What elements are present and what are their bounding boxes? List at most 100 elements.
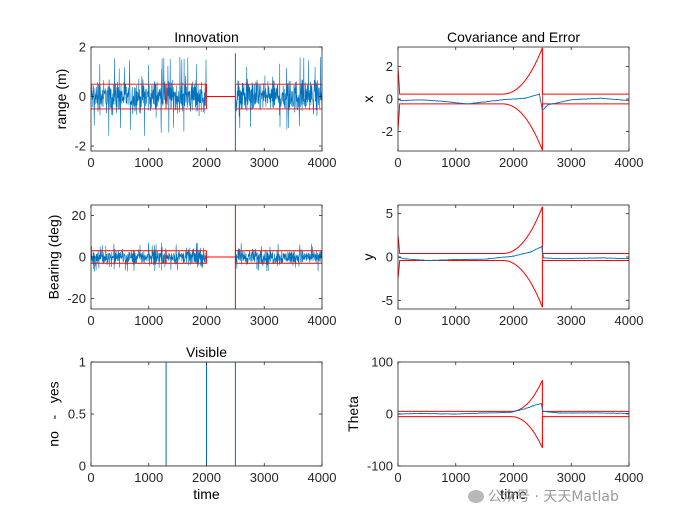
y-tick-label: 0 bbox=[386, 250, 393, 265]
x-tick-label: 1000 bbox=[134, 470, 163, 485]
watermark-text: 公众号 · 天天Matlab bbox=[488, 489, 619, 505]
y-tick-label: -100 bbox=[367, 459, 393, 474]
axes-box bbox=[397, 204, 630, 310]
x-tick-label: 1000 bbox=[441, 470, 470, 485]
x-tick-label: 0 bbox=[394, 155, 401, 170]
x-tick-label: 0 bbox=[394, 470, 401, 485]
x-tick-label: 2000 bbox=[499, 155, 528, 170]
x-tick-label: 3000 bbox=[557, 313, 586, 328]
x-tick-label: 4000 bbox=[308, 313, 337, 328]
series-error-1 bbox=[398, 245, 629, 262]
y-tick-label: 20 bbox=[72, 208, 86, 223]
x-tick-label: 0 bbox=[394, 313, 401, 328]
wechat-icon bbox=[468, 490, 484, 503]
line-trace bbox=[91, 362, 322, 466]
subplot-covariance-x: 0 1000 2000 3000 4000 -2 0 2 Covariance and Erro… bbox=[360, 29, 643, 170]
series-envelope-0 bbox=[398, 379, 629, 449]
covariance-envelope bbox=[398, 416, 629, 449]
y-tick-label: 0.5 bbox=[68, 407, 86, 422]
series-error-1 bbox=[398, 92, 629, 111]
estimation-error bbox=[398, 92, 629, 111]
plot-area bbox=[398, 47, 629, 151]
subplot-title: Covariance and Error bbox=[447, 29, 580, 45]
x-tick-label: 2000 bbox=[499, 470, 528, 485]
y-tick-label: -5 bbox=[381, 293, 393, 308]
x-axis-label: time bbox=[193, 486, 220, 502]
x-tick-label: 3000 bbox=[250, 470, 279, 485]
noise-trace bbox=[165, 242, 207, 271]
y-tick-label: 2 bbox=[386, 59, 393, 74]
x-tick-label: 4000 bbox=[615, 470, 644, 485]
y-tick-label: 0 bbox=[79, 89, 86, 104]
y-axis-label: range (m) bbox=[53, 69, 69, 130]
y-axis-label: y bbox=[360, 254, 376, 261]
y-tick-label: 2 bbox=[79, 40, 86, 55]
estimation-error bbox=[398, 245, 629, 262]
covariance-envelope bbox=[398, 206, 629, 254]
plot-area bbox=[91, 53, 322, 151]
y-axis-label: Theta bbox=[345, 396, 361, 432]
x-tick-label: 1000 bbox=[134, 155, 163, 170]
axes-box bbox=[397, 361, 630, 467]
y-tick-label: -2 bbox=[381, 124, 393, 139]
x-tick-label: 1000 bbox=[134, 313, 163, 328]
x-tick-label: 2000 bbox=[192, 470, 221, 485]
y-axis-label: Bearing (deg) bbox=[46, 215, 62, 300]
y-tick-label: 0 bbox=[386, 92, 393, 107]
noise-trace bbox=[235, 56, 322, 130]
plot-area bbox=[91, 205, 322, 309]
x-tick-label: 0 bbox=[87, 470, 94, 485]
subplot-visible: 0 1000 2000 3000 4000 0 0.5 1 Visible time no - ye… bbox=[46, 344, 337, 502]
x-tick-label: 2000 bbox=[192, 313, 221, 328]
y-axis-label: x bbox=[360, 96, 376, 103]
covariance-envelope bbox=[398, 103, 629, 151]
y-tick-label: -20 bbox=[67, 291, 86, 306]
x-tick-label: 4000 bbox=[308, 470, 337, 485]
x-tick-label: 3000 bbox=[250, 155, 279, 170]
x-axis-label: time bbox=[500, 486, 527, 502]
series-step-0 bbox=[91, 362, 322, 466]
covariance-envelope bbox=[398, 379, 629, 412]
plot-area bbox=[398, 206, 629, 308]
y-tick-label: -2 bbox=[74, 139, 86, 154]
noise-trace bbox=[165, 56, 207, 133]
watermark: 公众号 · 天天Matlab bbox=[468, 486, 619, 506]
y-tick-label: 0 bbox=[79, 459, 86, 474]
x-tick-label: 0 bbox=[87, 155, 94, 170]
y-tick-label: 0 bbox=[386, 407, 393, 422]
subplot-title: Visible bbox=[186, 344, 227, 360]
plot-area bbox=[398, 379, 629, 449]
covariance-envelope bbox=[398, 260, 629, 308]
x-tick-label: 0 bbox=[87, 313, 94, 328]
x-tick-label: 3000 bbox=[557, 155, 586, 170]
subplot-title: Innovation bbox=[174, 29, 239, 45]
x-tick-label: 3000 bbox=[557, 470, 586, 485]
y-tick-label: 0 bbox=[79, 250, 86, 265]
plot-area bbox=[91, 362, 322, 466]
noise-trace bbox=[91, 242, 167, 272]
y-tick-label: 1 bbox=[79, 355, 86, 370]
series-envelope-0 bbox=[398, 206, 629, 308]
x-tick-label: 4000 bbox=[308, 155, 337, 170]
y-tick-label: 5 bbox=[386, 206, 393, 221]
noise-trace bbox=[235, 243, 322, 272]
x-tick-label: 2000 bbox=[499, 313, 528, 328]
x-tick-label: 3000 bbox=[250, 313, 279, 328]
covariance-envelope bbox=[398, 47, 629, 95]
x-tick-label: 4000 bbox=[615, 313, 644, 328]
x-tick-label: 2000 bbox=[192, 155, 221, 170]
x-tick-label: 1000 bbox=[441, 313, 470, 328]
series-band-1 bbox=[91, 250, 322, 264]
x-tick-label: 4000 bbox=[615, 155, 644, 170]
estimation-error bbox=[398, 403, 629, 415]
y-axis-label: no - yes bbox=[46, 381, 62, 446]
series-error-1 bbox=[398, 403, 629, 415]
y-tick-label: 100 bbox=[371, 355, 393, 370]
noise-trace bbox=[91, 57, 167, 136]
series-noise-0 bbox=[91, 56, 322, 136]
